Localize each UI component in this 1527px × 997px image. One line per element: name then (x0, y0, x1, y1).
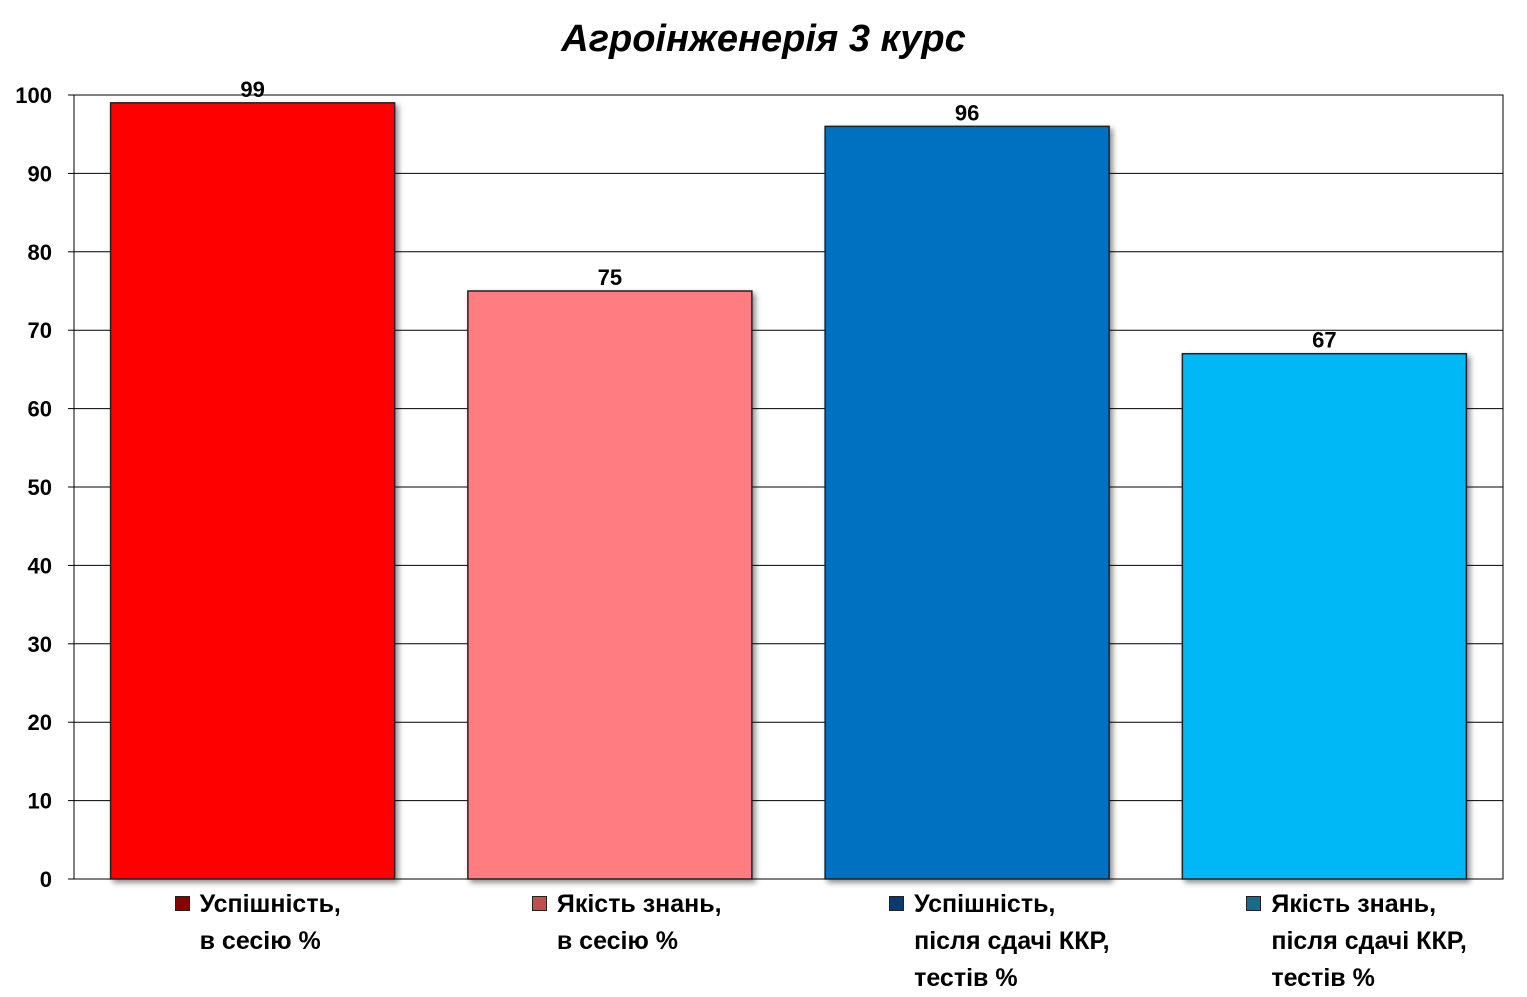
y-tick-label: 20 (28, 710, 52, 735)
bar-value-label: 99 (240, 77, 264, 102)
bar-value-label: 67 (1312, 328, 1336, 353)
legend-swatch (174, 896, 190, 911)
legend-swatch (889, 896, 905, 911)
y-tick-label: 40 (28, 553, 52, 578)
bar (467, 290, 753, 880)
y-tick-label: 50 (28, 475, 52, 500)
y-tick-label: 80 (28, 240, 52, 265)
legend-swatch (1246, 896, 1262, 911)
legend-label: Успішність, в сесію % (199, 890, 341, 955)
bar (109, 102, 396, 880)
y-tick-label: 90 (28, 161, 52, 186)
y-tick-label: 0 (40, 867, 52, 892)
y-tick-label: 70 (28, 318, 52, 343)
legend-label: Якість знань, після сдачі ККР, тестів % (1271, 890, 1467, 992)
bar (824, 125, 1110, 880)
legend-label: Успішність, після сдачі ККР, тестів % (914, 890, 1110, 992)
y-tick-label: 100 (15, 83, 52, 108)
legend-label: Якість знань, в сесію % (556, 890, 722, 955)
y-tick-label: 30 (28, 632, 52, 657)
y-tick-label: 10 (28, 789, 52, 814)
legend-swatch (531, 896, 547, 911)
y-tick-label: 60 (28, 397, 52, 422)
chart-title: Агроінженерія 3 курс (561, 18, 966, 60)
bar-value-label: 75 (598, 265, 622, 290)
bar (1181, 352, 1468, 880)
bar-value-label: 96 (955, 100, 979, 125)
